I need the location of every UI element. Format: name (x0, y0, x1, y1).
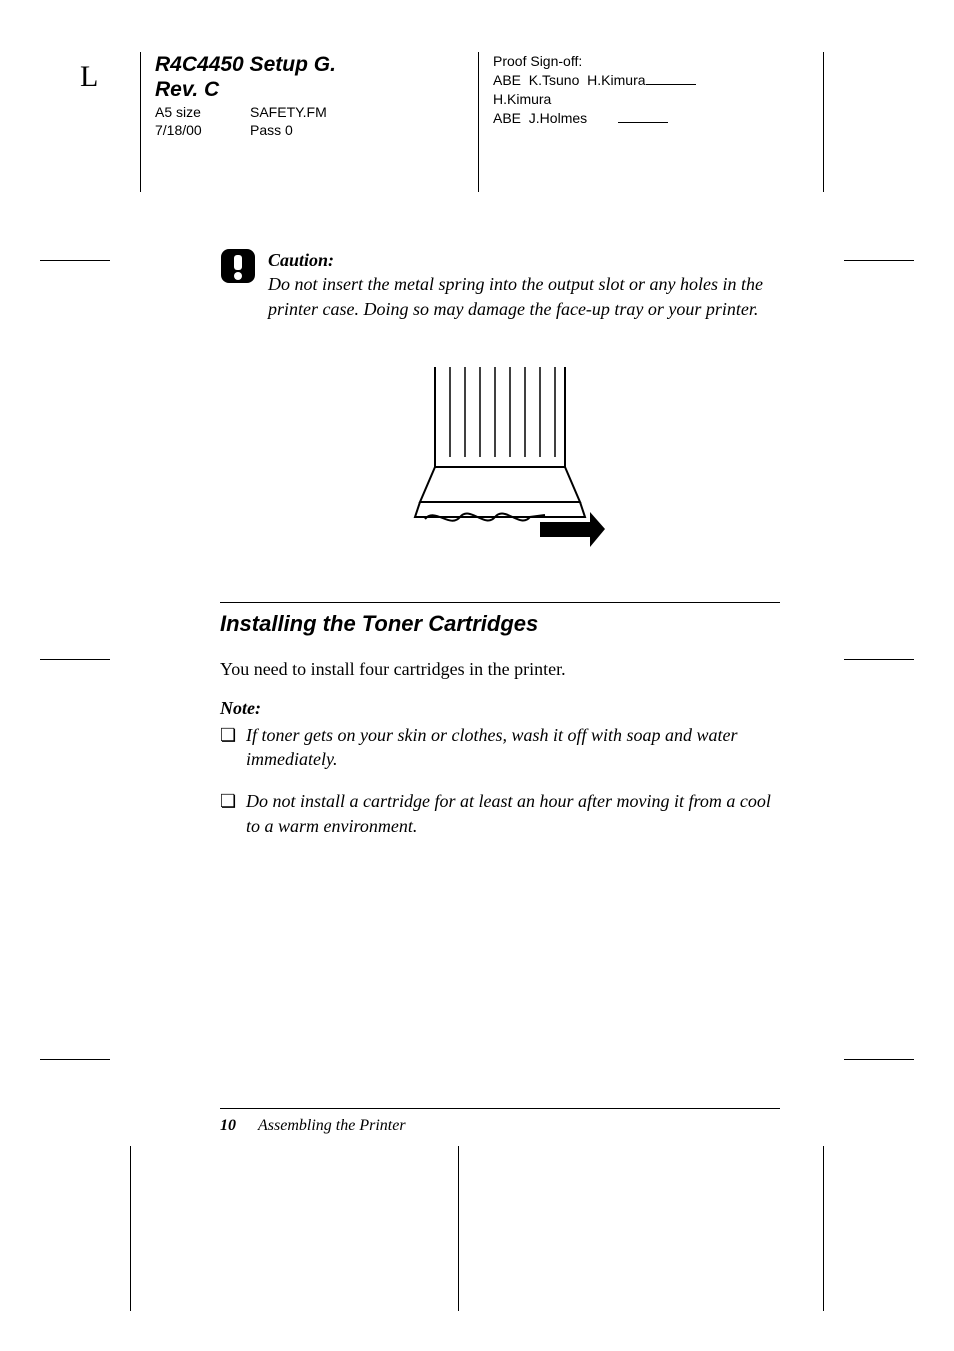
crop-tick (844, 659, 914, 660)
caution-block: Caution: Do not insert the metal spring … (220, 248, 780, 321)
note-label: Note: (220, 698, 780, 719)
page-footer: 10 Assembling the Printer (220, 1108, 780, 1135)
filename: SAFETY.FM (250, 104, 327, 120)
footer-rule (458, 1146, 459, 1311)
page-number: 10 (220, 1117, 236, 1134)
caution-body: Do not insert the metal spring into the … (268, 274, 763, 318)
bullet-icon: ❏ (220, 723, 246, 772)
footer-rule (823, 1146, 824, 1311)
proof-signoff-label: Proof Sign-off: (493, 52, 696, 71)
page-content: Caution: Do not insert the metal spring … (220, 248, 780, 856)
paper-size: A5 size (155, 104, 250, 120)
crop-tick (844, 1059, 914, 1060)
section-intro: You need to install four cartridges in t… (220, 659, 780, 680)
header-left-block: R4C4450 Setup G. Rev. C A5 size SAFETY.F… (140, 52, 336, 192)
caution-label: Caution: (268, 250, 334, 270)
crop-tick (40, 659, 110, 660)
doc-pass: Pass 0 (250, 122, 293, 138)
crop-tick (844, 260, 914, 261)
note-text: If toner gets on your skin or clothes, w… (246, 723, 780, 772)
figure-printer-slot (220, 357, 780, 552)
doc-title-line1: R4C4450 Setup G. (155, 52, 336, 77)
footer-rule (130, 1146, 131, 1311)
header-right-rule (823, 52, 824, 192)
section-title: Installing the Toner Cartridges (220, 602, 780, 637)
signoff-row-1: ABE K.Tsuno H.Kimura (493, 71, 696, 90)
note-item: ❏ Do not install a cartridge for at leas… (220, 789, 780, 838)
page-side-indicator: L (80, 60, 98, 94)
signoff-row-3: ABE J.Holmes (493, 109, 696, 128)
note-list: ❏ If toner gets on your skin or clothes,… (220, 723, 780, 838)
note-text: Do not install a cartridge for at least … (246, 789, 780, 838)
signoff-row-2: H.Kimura (493, 90, 696, 109)
footer-chapter: Assembling the Printer (258, 1117, 406, 1134)
bullet-icon: ❏ (220, 789, 246, 838)
caution-icon (220, 248, 256, 321)
crop-tick (40, 260, 110, 261)
crop-tick (40, 1059, 110, 1060)
header-right-block: Proof Sign-off: ABE K.Tsuno H.Kimura H.K… (478, 52, 696, 192)
caution-text: Caution: Do not insert the metal spring … (268, 248, 780, 321)
doc-date: 7/18/00 (155, 122, 250, 138)
note-item: ❏ If toner gets on your skin or clothes,… (220, 723, 780, 772)
doc-title-line2: Rev. C (155, 77, 336, 102)
